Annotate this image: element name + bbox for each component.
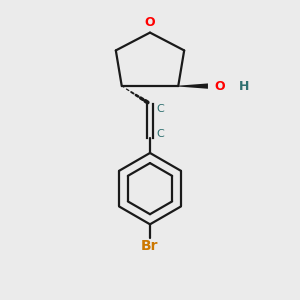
- Text: C: C: [156, 129, 164, 139]
- Text: Br: Br: [141, 239, 159, 253]
- Text: O: O: [145, 16, 155, 29]
- Text: H: H: [239, 80, 250, 93]
- Polygon shape: [178, 83, 208, 89]
- Text: C: C: [156, 104, 164, 114]
- Text: O: O: [214, 80, 225, 93]
